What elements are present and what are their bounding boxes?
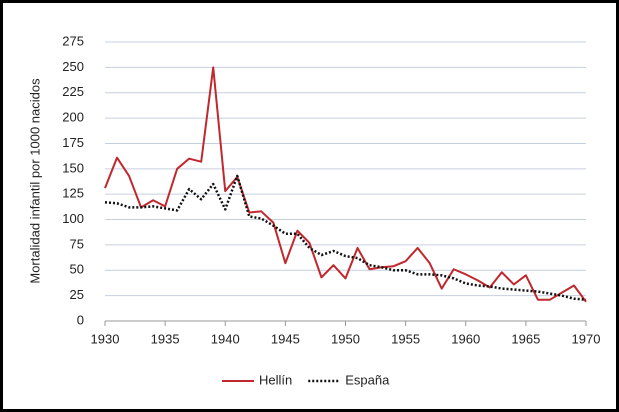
x-tick-label: 1955 bbox=[391, 331, 420, 346]
y-tick-label: 225 bbox=[62, 84, 84, 99]
y-tick-label: 200 bbox=[62, 110, 84, 125]
y-tick-label: 250 bbox=[62, 59, 84, 74]
series-line bbox=[104, 174, 587, 301]
y-tick-label: 75 bbox=[70, 236, 84, 251]
y-tick-label: 50 bbox=[70, 262, 84, 277]
x-tick-label: 1965 bbox=[511, 331, 540, 346]
y-tick-label: 125 bbox=[62, 186, 84, 201]
y-tick-label: 25 bbox=[70, 287, 84, 302]
x-tick-label: 1945 bbox=[271, 331, 300, 346]
x-tick-label: 1970 bbox=[572, 331, 601, 346]
y-tick-label: 150 bbox=[62, 160, 84, 175]
y-axis-label: Mortalidad infantil por 1000 nacidos bbox=[27, 78, 42, 284]
x-tick-label: 1940 bbox=[211, 331, 240, 346]
y-tick-label: 100 bbox=[62, 211, 84, 226]
y-tick-label: 175 bbox=[62, 135, 84, 150]
x-tick-label: 1935 bbox=[151, 331, 180, 346]
y-tick-label: 275 bbox=[62, 33, 84, 48]
series-line bbox=[104, 66, 587, 303]
x-tick-label: 1930 bbox=[91, 331, 120, 346]
x-tick-label: 1960 bbox=[451, 331, 480, 346]
legend-label: España bbox=[345, 372, 390, 387]
x-tick-label: 1950 bbox=[331, 331, 360, 346]
y-tick-label: 0 bbox=[77, 312, 84, 327]
legend-label: Hellín bbox=[259, 372, 292, 387]
